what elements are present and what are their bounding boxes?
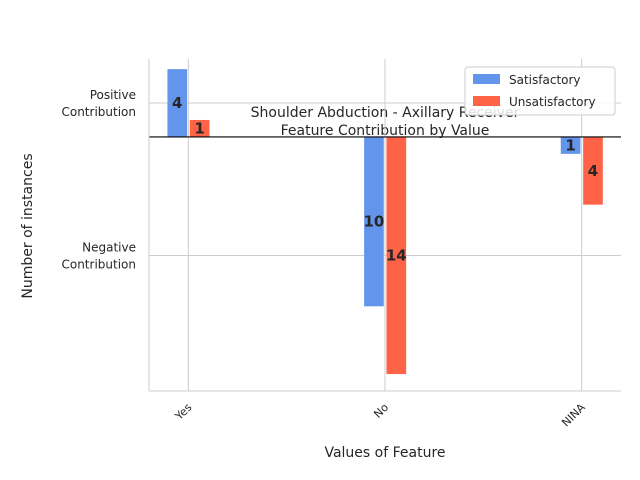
y-axis-label: Number of instances: [20, 153, 36, 298]
x-tick-label: No: [371, 401, 391, 421]
legend-swatch: [473, 74, 500, 84]
data-label: 10: [364, 213, 385, 231]
x-tick-label: Yes: [172, 401, 195, 424]
data-label: 14: [386, 246, 407, 264]
bar-unsatisfactory-nina: [583, 136, 603, 205]
bar-satisfactory-nina: [560, 136, 581, 154]
legend-label: Unsatisfactory: [509, 95, 596, 109]
data-label: 1: [565, 136, 575, 154]
x-tick-label: NINA: [559, 401, 588, 430]
x-axis-label: Values of Feature: [324, 445, 445, 461]
legend-label: Satisfactory: [509, 73, 581, 87]
data-label: 1: [194, 119, 204, 137]
bar-unsatisfactory-yes: [189, 119, 210, 137]
legend-swatch: [473, 96, 500, 106]
bar-satisfactory-yes: [167, 69, 188, 137]
y-tick-label: Positive Contribution: [61, 88, 136, 119]
legend-box: [464, 66, 616, 116]
data-label: 4: [172, 94, 182, 112]
bar-unsatisfactory-no: [386, 136, 407, 375]
data-label: 4: [588, 162, 598, 180]
y-tick-label: Negative Contribution: [61, 240, 136, 271]
bar-satisfactory-no: [364, 136, 384, 307]
